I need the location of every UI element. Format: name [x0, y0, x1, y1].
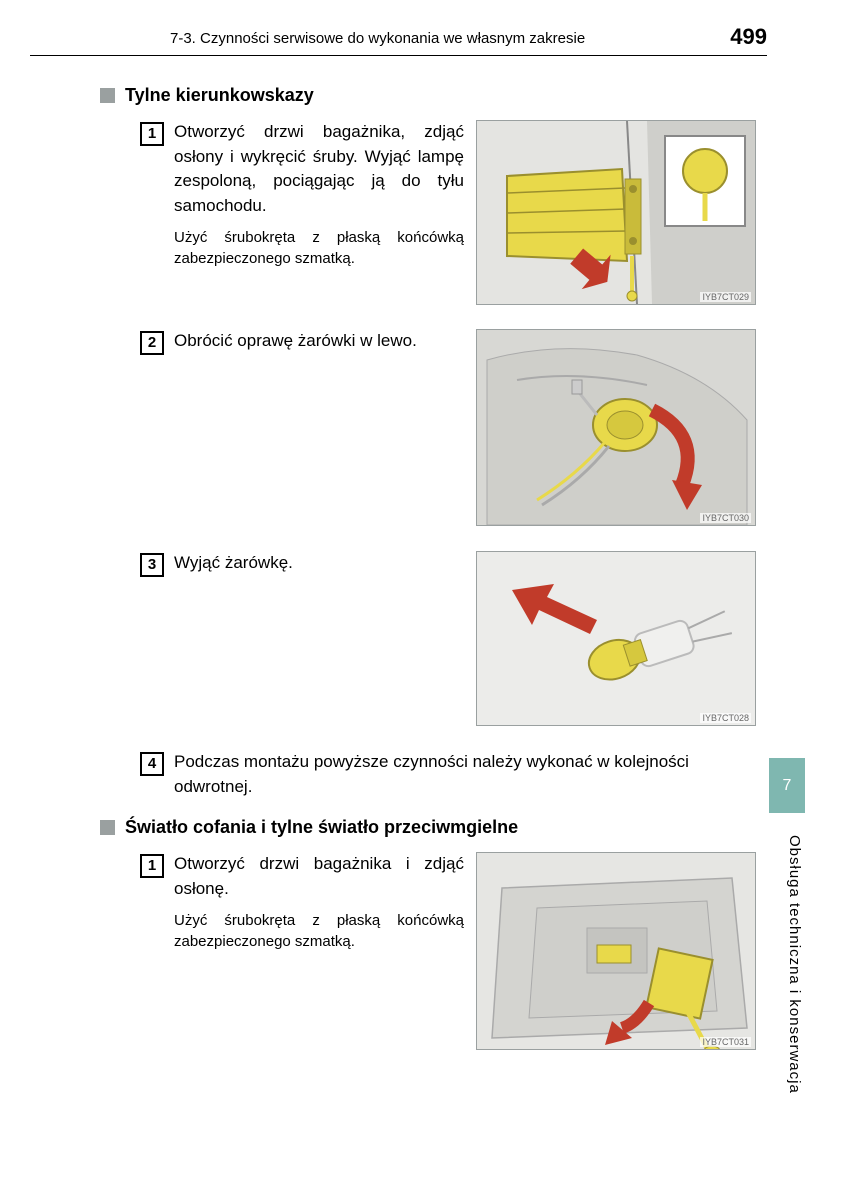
- figure-4-label: IYB7CT031: [700, 1037, 751, 1047]
- chapter-side-label: Obsługa techniczna i konserwacja: [786, 835, 803, 1094]
- figure-1: IYB7CT029: [476, 120, 756, 305]
- page-number: 499: [730, 24, 767, 50]
- step-2-text: Obrócić oprawę żarówki w lewo.: [174, 329, 464, 354]
- section2-step-1-text: Otworzyć drzwi bagażnika i zdjąć osłonę.…: [174, 852, 464, 953]
- step-4-text: Podczas montażu powyższe czynności należ…: [174, 750, 759, 799]
- header-divider: [30, 55, 767, 56]
- step-number-box: 2: [140, 331, 164, 355]
- step-3: 3 Wyjąć żarówkę. IYB7CT028: [140, 551, 765, 736]
- figure-4: IYB7CT031: [476, 852, 756, 1050]
- section-heading-1: Tylne kierunkowskazy: [100, 85, 765, 106]
- step-1: 1 Otworzyć drzwi bagażnika, zdjąć osłony…: [140, 120, 765, 315]
- section2-step-1-sub-text: Użyć śrubokręta z płaską końcówką zabezp…: [174, 910, 464, 954]
- section-heading-2: Światło cofania i tylne światło przeciwm…: [100, 817, 765, 838]
- step-2: 2 Obrócić oprawę żarówki w lewo.: [140, 329, 765, 537]
- bullet-icon: [100, 88, 115, 103]
- step-1-main-text: Otworzyć drzwi bagażnika, zdjąć osłony i…: [174, 120, 464, 219]
- step-number-box: 3: [140, 553, 164, 577]
- section2-step-1: 1 Otworzyć drzwi bagażnika i zdjąć osłon…: [140, 852, 765, 1057]
- step-3-text: Wyjąć żarówkę.: [174, 551, 464, 576]
- breadcrumb: 7-3. Czynności serwisowe do wykonania we…: [170, 30, 585, 47]
- step-number-box: 1: [140, 854, 164, 878]
- figure-3: IYB7CT028: [476, 551, 756, 726]
- step-2-main-text: Obrócić oprawę żarówki w lewo.: [174, 329, 464, 354]
- figure-2: IYB7CT030: [476, 329, 756, 526]
- section2-step-1-main-text: Otworzyć drzwi bagażnika i zdjąć osłonę.: [174, 852, 464, 901]
- page-content: Tylne kierunkowskazy 1 Otworzyć drzwi ba…: [100, 85, 765, 1071]
- step-4: 4 Podczas montażu powyższe czynności nal…: [140, 750, 765, 799]
- figure-1-label: IYB7CT029: [700, 292, 751, 302]
- bullet-icon: [100, 820, 115, 835]
- step-1-text: Otworzyć drzwi bagażnika, zdjąć osłony i…: [174, 120, 464, 270]
- figure-2-label: IYB7CT030: [700, 513, 751, 523]
- section-heading-1-text: Tylne kierunkowskazy: [125, 85, 314, 106]
- step-1-sub-text: Użyć śrubokręta z płaską końcówką zabezp…: [174, 227, 464, 271]
- chapter-tab: 7: [769, 758, 805, 813]
- step-3-main-text: Wyjąć żarówkę.: [174, 551, 464, 576]
- step-number-box: 1: [140, 122, 164, 146]
- step-number-box: 4: [140, 752, 164, 776]
- figure-3-label: IYB7CT028: [700, 713, 751, 723]
- chapter-tab-number: 7: [783, 777, 792, 795]
- section-heading-2-text: Światło cofania i tylne światło przeciwm…: [125, 817, 518, 838]
